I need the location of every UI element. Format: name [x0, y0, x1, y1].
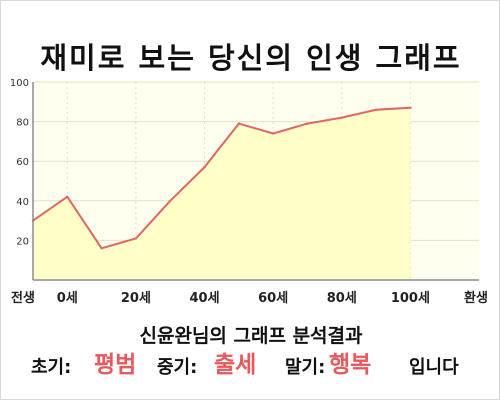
data-point-9 [340, 116, 343, 119]
result-summary: 초기: 평범 중기: 출세 말기: 행복 입니다 [31, 347, 491, 383]
data-point-5 [203, 165, 206, 169]
life-graph-chart: 20 40 60 80 100 전생 0세 20세 40세 60세 80세 100세 환생 [10, 78, 488, 306]
y-tick-label-40: 40 [16, 197, 29, 208]
data-point-2 [100, 247, 103, 250]
line-segment-8 [306, 116, 343, 125]
data-point-1 [66, 195, 69, 199]
y-tick-label-100: 100 [10, 78, 29, 89]
x-tick-label-6: 100세 [391, 291, 430, 306]
line-segment-1 [66, 195, 103, 250]
line-segment-5 [203, 122, 240, 169]
line-segment-6 [237, 122, 275, 135]
mid-label: 중기: [157, 357, 198, 378]
data-point-8 [306, 122, 309, 125]
data-point-4 [169, 199, 172, 202]
line-segment-4 [169, 166, 206, 202]
early-value: 평범 [94, 352, 137, 378]
line-segment-2 [100, 237, 137, 250]
data-point-10 [374, 108, 378, 111]
line-segment-0 [32, 195, 69, 222]
mid-value: 출세 [214, 352, 257, 378]
x-tick-label-2: 20세 [121, 291, 151, 306]
late-label: 말기: [285, 357, 326, 378]
x-tick-label-0: 전생 [11, 290, 35, 306]
data-point-6 [237, 122, 241, 125]
late-value: 행복 [329, 352, 372, 378]
line-segment-3 [134, 199, 172, 240]
line-segment-10 [375, 106, 412, 111]
closing-text: 입니다 [409, 357, 459, 378]
x-tick-label-5: 80세 [327, 291, 357, 306]
x-tick-label-3: 40세 [190, 291, 220, 306]
data-point-3 [134, 237, 138, 240]
x-tick-label-4: 60세 [258, 291, 288, 306]
x-tick-label-1: 0세 [57, 291, 78, 306]
data-point-7 [271, 132, 275, 135]
x-tick-label-7: 환생 [464, 290, 488, 306]
y-tick-label-80: 80 [16, 118, 29, 129]
page-title: 재미로 보는 당신의 인생 그래프 [40, 41, 462, 75]
line-segment-7 [272, 122, 309, 135]
y-tick-label-60: 60 [16, 157, 29, 168]
line-segment-9 [340, 108, 378, 119]
data-point-11 [409, 106, 412, 109]
area-fill [33, 107, 411, 281]
y-tick-label-20: 20 [16, 236, 29, 247]
result-heading: 신윤완님의 그래프 분석결과 [139, 325, 363, 347]
early-label: 초기: [31, 357, 72, 378]
